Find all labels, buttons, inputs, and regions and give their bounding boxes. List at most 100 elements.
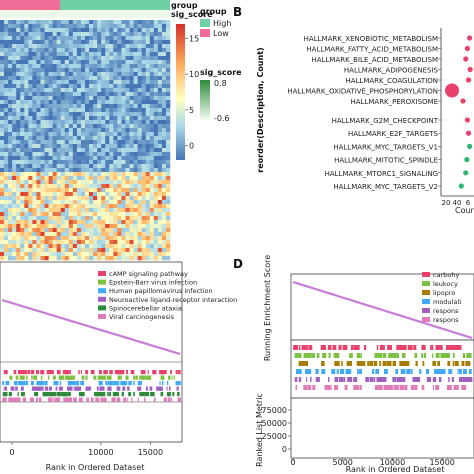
c-hit-mark (13, 370, 17, 375)
heat-cell (72, 92, 78, 97)
c-hit-mark (75, 386, 78, 391)
heat-cell (89, 224, 94, 229)
heat-cell (0, 132, 5, 137)
heat-cell (109, 92, 114, 97)
heat-cell (109, 124, 114, 129)
heat-cell (113, 184, 118, 189)
heat-cell (8, 60, 13, 65)
heat-cell (105, 224, 110, 229)
heat-cell (40, 84, 45, 89)
heat-cell (0, 144, 5, 149)
heat-cell (16, 148, 21, 153)
d-hit-mark (458, 345, 462, 350)
heat-cell (165, 172, 171, 177)
heat-cell (64, 212, 70, 217)
d-hit-mark (400, 385, 404, 390)
heat-cell (149, 120, 155, 125)
heat-cell (149, 196, 155, 201)
heat-cell (52, 136, 57, 141)
heat-cell (76, 240, 82, 245)
heat-cell (125, 256, 130, 261)
d-hit-mark (414, 353, 418, 358)
c-hit-mark (33, 386, 37, 391)
d-hit-mark (349, 353, 353, 358)
heat-cell (80, 256, 86, 261)
c-hit-mark (139, 375, 141, 380)
heat-cell (105, 180, 110, 185)
heat-cell (36, 76, 41, 81)
heat-cell (113, 88, 118, 93)
c-hit-mark (8, 397, 11, 402)
heat-cell (40, 96, 45, 101)
heat-cell (101, 216, 106, 221)
heat-cell (89, 72, 94, 77)
heat-cell (133, 112, 138, 117)
heat-cell (125, 164, 130, 169)
d-hit-mark (341, 361, 343, 366)
heat-cell (4, 92, 9, 97)
heat-cell (64, 124, 70, 129)
heat-cell (89, 236, 94, 241)
c-hit-mark (58, 370, 61, 375)
panel-label-b: B (233, 5, 242, 19)
c-hit-mark (70, 386, 73, 391)
heat-cell (32, 164, 37, 169)
heat-cell (117, 200, 122, 205)
heat-cell (97, 172, 102, 177)
heat-cell (93, 52, 98, 57)
heat-cell (20, 240, 25, 245)
heat-cell (101, 20, 106, 25)
heat-cell (24, 228, 29, 233)
heat-cell (44, 24, 49, 29)
heat-cell (72, 84, 78, 89)
heat-cell (157, 220, 163, 225)
b-category-label: HALLMARK_FATTY_ACID_METABOLISM (306, 46, 438, 54)
heat-cell (36, 128, 41, 133)
heat-cell (40, 164, 45, 169)
heat-cell (157, 136, 163, 141)
heat-cell (129, 156, 134, 161)
heat-cell (129, 208, 134, 213)
c-hit-mark (74, 386, 77, 391)
heat-cell (97, 196, 102, 201)
c-hit-mark (116, 370, 121, 375)
heat-cell (105, 96, 110, 101)
heat-cell (113, 116, 118, 121)
d-hit-mark (359, 361, 363, 366)
heat-cell (97, 188, 102, 193)
heat-cell (20, 200, 25, 205)
heat-cell (141, 120, 147, 125)
heat-cell (109, 112, 114, 117)
heat-cell (145, 116, 151, 121)
heat-cell (153, 132, 159, 137)
heat-cell (20, 208, 25, 213)
heat-cell (28, 112, 33, 117)
heat-cell (8, 180, 13, 185)
heat-cell (20, 256, 25, 261)
heat-cell (16, 80, 21, 85)
d-hit-mark (379, 361, 381, 366)
d-hit-mark (419, 369, 422, 374)
heat-cell (24, 56, 29, 61)
heat-cell (137, 216, 142, 221)
d-hit-mark (302, 361, 306, 366)
heat-cell (28, 28, 33, 33)
heat-cell (145, 236, 151, 241)
heat-cell (141, 20, 147, 25)
heat-cell (109, 240, 114, 245)
heat-cell (0, 244, 5, 249)
heat-cell (68, 224, 74, 229)
d-hit-mark (376, 345, 379, 350)
heat-cell (141, 104, 147, 109)
c-hit-mark (18, 381, 22, 386)
heat-cell (105, 100, 110, 105)
heat-cell (161, 220, 167, 225)
heat-cell (32, 188, 37, 193)
heat-cell (121, 44, 126, 49)
heat-cell (129, 136, 134, 141)
heat-cell (64, 168, 70, 173)
heat-cell (105, 108, 110, 113)
d-hit-mark (334, 361, 336, 366)
c-hit-mark (170, 370, 172, 375)
